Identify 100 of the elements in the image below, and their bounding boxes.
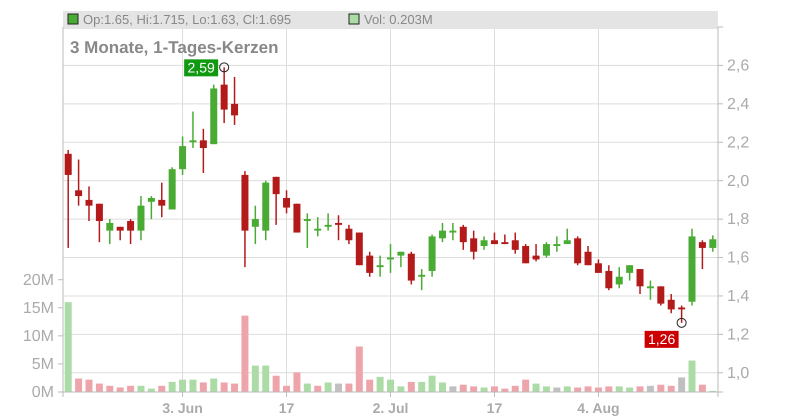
bar — [376, 376, 384, 392]
y-tick-label: 2,4 — [727, 96, 750, 113]
candlestick — [314, 216, 322, 238]
candlestick — [584, 245, 592, 266]
y-tick-label: 2,0 — [727, 172, 750, 190]
candlestick — [480, 236, 488, 251]
bar — [241, 316, 248, 392]
annotation: 1,26 — [648, 330, 676, 347]
candlestick — [512, 232, 519, 254]
annotation: 2,59 — [188, 59, 215, 76]
candlestick — [96, 202, 103, 243]
candlestick — [460, 224, 467, 251]
candlestick — [438, 222, 446, 243]
bar — [304, 384, 311, 392]
text: 3 Monate, 1-Tages-Kerzen — [70, 38, 278, 57]
y-tick-label: 2,2 — [727, 134, 750, 152]
candlestick — [64, 149, 72, 249]
annotation: Vol: 0.203M — [364, 12, 433, 27]
bar — [345, 384, 352, 392]
bar — [657, 384, 664, 392]
bar — [293, 372, 300, 392]
candlestick — [553, 236, 560, 253]
bar — [179, 380, 186, 392]
candlestick — [85, 186, 92, 222]
bar — [189, 380, 196, 392]
candlestick — [397, 251, 404, 268]
candlestick — [646, 280, 654, 301]
candlestick — [283, 190, 290, 214]
bar — [356, 346, 363, 392]
candlestick — [522, 243, 530, 264]
bar — [262, 366, 270, 392]
candlestick — [657, 286, 664, 306]
bar — [698, 384, 706, 392]
bar — [272, 376, 280, 392]
bar — [210, 378, 218, 392]
candlestick — [668, 293, 675, 314]
candlestick — [272, 176, 280, 226]
x-tick-label: 17 — [278, 400, 295, 416]
y-tick-label: 1,0 — [727, 364, 750, 382]
bar — [387, 380, 394, 392]
candlestick — [127, 218, 134, 245]
y2-tick-label: 5M — [32, 356, 54, 374]
candlestick — [345, 224, 352, 245]
candlestick — [605, 264, 612, 291]
candlestick — [231, 76, 238, 126]
y-tick-label: 2,6 — [727, 58, 750, 75]
x-tick-label: 17 — [486, 400, 502, 416]
candlestick — [387, 243, 394, 274]
y-tick-label: 1,2 — [727, 326, 750, 344]
bar — [252, 366, 259, 392]
candlestick — [75, 158, 82, 206]
candlestick — [148, 195, 155, 220]
candlestick — [542, 241, 550, 258]
y-tick-label: 1,4 — [727, 288, 750, 306]
bar — [200, 382, 207, 392]
y2-tick-label: 0M — [32, 384, 54, 402]
candlestick — [324, 212, 332, 232]
bar — [532, 384, 540, 392]
x-tick-label: 4. Aug — [577, 400, 620, 416]
candlestick — [200, 128, 207, 174]
candlestick — [252, 204, 259, 245]
bar — [231, 384, 238, 392]
candlestick — [449, 222, 456, 241]
candlestick — [626, 264, 634, 282]
x-tick-label: 3. Jun — [162, 400, 203, 416]
bar — [220, 382, 228, 392]
bar — [366, 380, 374, 392]
annotation: Op:1.65, Hi:1.715, Lo:1.63, Cl:1.695 — [83, 12, 292, 27]
candlestick — [698, 239, 706, 270]
bar — [438, 382, 446, 392]
y2-tick-label: 10M — [22, 328, 54, 345]
candlestick — [304, 212, 311, 249]
bar — [85, 380, 92, 392]
bar — [418, 382, 426, 392]
bar — [522, 380, 530, 392]
bar — [75, 378, 82, 392]
y2-tick-label: 20M — [22, 272, 54, 289]
y2-tick-label: 15M — [22, 300, 54, 317]
candlestick — [366, 251, 374, 278]
bar — [96, 384, 103, 392]
bar — [408, 382, 415, 392]
candlestick — [116, 226, 124, 241]
candlestick — [532, 243, 540, 262]
bar — [688, 360, 696, 392]
bar — [428, 376, 436, 392]
bar — [168, 382, 176, 392]
x-tick-label: 2. Jul — [372, 400, 408, 416]
candlestick — [189, 110, 196, 149]
bar — [64, 302, 72, 392]
candlestick — [335, 214, 342, 241]
candlestick — [179, 136, 186, 176]
candlestick — [616, 266, 623, 290]
candlestick — [106, 218, 114, 245]
bar — [460, 384, 467, 392]
candlestick — [636, 268, 644, 295]
candlestick — [158, 182, 166, 218]
candlestick — [470, 230, 478, 260]
candlestick — [564, 228, 571, 245]
candlestick — [376, 254, 384, 278]
bar — [324, 382, 332, 392]
